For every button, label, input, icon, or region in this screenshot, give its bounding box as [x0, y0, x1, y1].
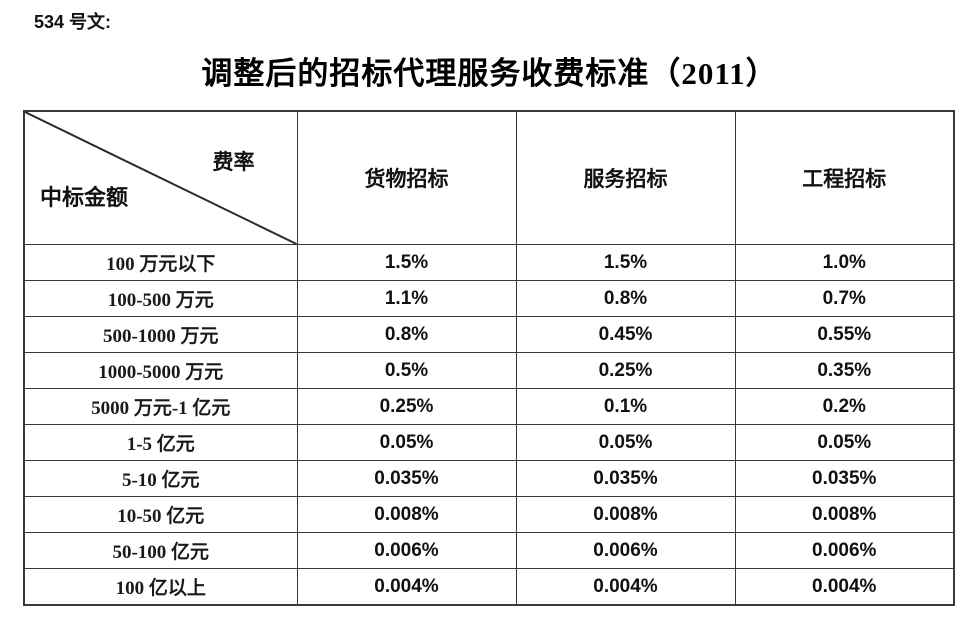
amount-range-cell: 5000 万元-1 亿元	[23, 388, 298, 425]
engineering-rate-cell: 1.0%	[734, 244, 955, 281]
engineering-rate-cell: 0.05%	[734, 424, 955, 461]
goods-rate-cell: 0.008%	[296, 496, 517, 533]
amount-range-cell: 10-50 亿元	[23, 496, 298, 533]
table-row: 1-5 亿元 0.05% 0.05% 0.05%	[23, 424, 955, 461]
doc-number-label: 534 号文:	[34, 12, 112, 32]
amount-range-cell: 1-5 亿元	[23, 424, 298, 461]
service-rate-cell: 0.8%	[515, 280, 736, 317]
column-header-engineering: 工程招标	[734, 110, 955, 245]
engineering-rate-cell: 0.55%	[734, 316, 955, 353]
table-row: 1000-5000 万元 0.5% 0.25% 0.35%	[23, 352, 955, 389]
engineering-rate-cell: 0.2%	[734, 388, 955, 425]
engineering-rate-cell: 0.35%	[734, 352, 955, 389]
engineering-rate-cell: 0.006%	[734, 532, 955, 569]
corner-cell: 费率 中标金额	[23, 110, 298, 245]
service-rate-cell: 0.006%	[515, 532, 736, 569]
header-row: 费率 中标金额 货物招标 服务招标 工程招标	[23, 110, 955, 245]
column-header-goods: 货物招标	[296, 110, 517, 245]
service-rate-cell: 0.004%	[515, 568, 736, 606]
engineering-rate-cell: 0.008%	[734, 496, 955, 533]
amount-range-cell: 50-100 亿元	[23, 532, 298, 569]
service-rate-cell: 0.05%	[515, 424, 736, 461]
amount-range-cell: 100-500 万元	[23, 280, 298, 317]
service-rate-cell: 0.035%	[515, 460, 736, 497]
goods-rate-cell: 1.1%	[296, 280, 517, 317]
service-rate-cell: 0.1%	[515, 388, 736, 425]
table-row: 500-1000 万元 0.8% 0.45% 0.55%	[23, 316, 955, 353]
diagonal-line	[25, 112, 297, 244]
page-title: 调整后的招标代理服务收费标准（2011）	[201, 56, 778, 91]
table-row: 100 亿以上 0.004% 0.004% 0.004%	[23, 568, 955, 606]
goods-rate-cell: 0.05%	[296, 424, 517, 461]
table-row: 100-500 万元 1.1% 0.8% 0.7%	[23, 280, 955, 317]
goods-rate-cell: 1.5%	[296, 244, 517, 281]
service-rate-cell: 1.5%	[515, 244, 736, 281]
service-rate-cell: 0.25%	[515, 352, 736, 389]
service-rate-cell: 0.008%	[515, 496, 736, 533]
amount-range-cell: 500-1000 万元	[23, 316, 298, 353]
goods-rate-cell: 0.25%	[296, 388, 517, 425]
engineering-rate-cell: 0.004%	[734, 568, 955, 606]
fee-table: 费率 中标金额 货物招标 服务招标 工程招标 100 万元以下 1.5% 1.5…	[23, 110, 955, 606]
amount-range-cell: 100 万元以下	[23, 244, 298, 281]
table-row: 100 万元以下 1.5% 1.5% 1.0%	[23, 244, 955, 281]
corner-label-amount: 中标金额	[40, 185, 129, 210]
amount-range-cell: 5-10 亿元	[23, 460, 298, 497]
amount-range-cell: 100 亿以上	[23, 568, 298, 606]
goods-rate-cell: 0.004%	[296, 568, 517, 606]
table-row: 5-10 亿元 0.035% 0.035% 0.035%	[23, 460, 955, 497]
goods-rate-cell: 0.8%	[296, 316, 517, 353]
engineering-rate-cell: 0.7%	[734, 280, 955, 317]
amount-range-cell: 1000-5000 万元	[23, 352, 298, 389]
service-rate-cell: 0.45%	[515, 316, 736, 353]
goods-rate-cell: 0.035%	[296, 460, 517, 497]
goods-rate-cell: 0.006%	[296, 532, 517, 569]
table-row: 10-50 亿元 0.008% 0.008% 0.008%	[23, 496, 955, 533]
engineering-rate-cell: 0.035%	[734, 460, 955, 497]
corner-label-rate: 费率	[212, 150, 255, 174]
goods-rate-cell: 0.5%	[296, 352, 517, 389]
column-header-service: 服务招标	[515, 110, 736, 245]
table-row: 50-100 亿元 0.006% 0.006% 0.006%	[23, 532, 955, 569]
table-row: 5000 万元-1 亿元 0.25% 0.1% 0.2%	[23, 388, 955, 425]
